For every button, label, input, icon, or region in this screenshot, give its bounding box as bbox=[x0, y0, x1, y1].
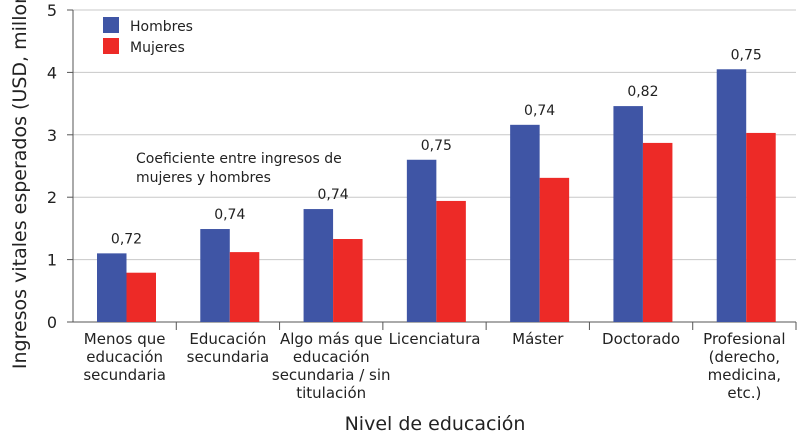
y-tick-label: 1 bbox=[47, 251, 57, 270]
bar-hombres bbox=[200, 229, 230, 322]
ratio-label: 0,74 bbox=[214, 207, 245, 223]
ratio-label: 0,74 bbox=[317, 187, 348, 203]
x-tick-label: Doctorado bbox=[602, 330, 680, 348]
bar-mujeres bbox=[229, 252, 260, 322]
y-tick-label: 5 bbox=[47, 1, 57, 20]
bar-mujeres bbox=[746, 132, 776, 322]
annotation: mujeres y hombres bbox=[136, 170, 271, 186]
x-tick-label: Profesional (derecho, medicina, etc.) bbox=[703, 330, 785, 402]
ratio-label: 0,75 bbox=[731, 47, 762, 63]
y-tick-label: 3 bbox=[47, 126, 57, 145]
bar-hombres bbox=[406, 159, 437, 322]
bar-mujeres bbox=[126, 272, 156, 322]
ratio-label: 0,75 bbox=[421, 138, 452, 154]
bar-mujeres bbox=[642, 142, 673, 322]
legend-swatch bbox=[103, 17, 119, 33]
bar-hombres bbox=[716, 69, 747, 322]
bar-hombres bbox=[613, 106, 643, 322]
annotation: Coeficiente entre ingresos de bbox=[136, 151, 342, 167]
y-tick-label: 2 bbox=[47, 188, 57, 207]
x-tick-label: Licenciatura bbox=[389, 330, 481, 348]
bar-hombres bbox=[97, 253, 127, 322]
y-tick-label: 4 bbox=[47, 63, 57, 82]
legend-label: Hombres bbox=[130, 19, 193, 35]
x-tick-label: Educación secundaria bbox=[187, 330, 270, 366]
x-axis-title: Nivel de educación bbox=[345, 413, 526, 435]
bar-mujeres bbox=[436, 200, 466, 322]
x-tick-label: Máster bbox=[512, 330, 564, 348]
y-axis-title: Ingresos vitales esperados (USD, millone… bbox=[9, 0, 31, 369]
y-tick-label: 0 bbox=[47, 313, 57, 332]
x-tick-label: Menos que educación secundaria bbox=[83, 330, 166, 384]
ratio-label: 0,74 bbox=[524, 103, 555, 119]
bar-mujeres bbox=[333, 239, 363, 322]
bar-hombres bbox=[303, 209, 334, 322]
legend-label: Mujeres bbox=[130, 40, 185, 56]
bar-mujeres bbox=[539, 177, 570, 322]
ratio-label: 0,72 bbox=[111, 231, 142, 247]
legend-swatch bbox=[103, 38, 119, 54]
x-tick-label: Algo más que educación secundaria / sin tit… bbox=[272, 330, 391, 402]
ratio-label: 0,82 bbox=[627, 84, 658, 100]
bar-hombres bbox=[510, 124, 540, 322]
